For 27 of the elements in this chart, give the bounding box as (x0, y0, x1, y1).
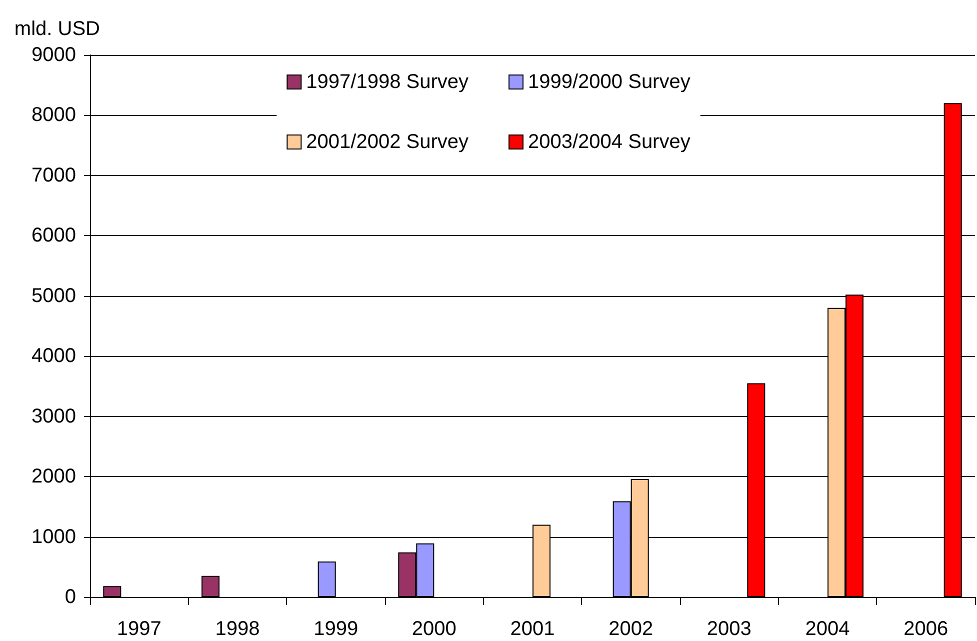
x-tick-label: 2000 (412, 618, 456, 640)
y-tick-label: 5000 (32, 284, 76, 307)
x-tick-label: 1999 (314, 618, 358, 640)
x-tick-label: 2002 (608, 618, 654, 640)
x-tick-label: 2001 (510, 618, 555, 640)
y-tick-label: 9000 (32, 44, 76, 66)
bar (202, 576, 220, 597)
y-tick-label: 8000 (32, 104, 76, 126)
y-axis-title: mld. USD (14, 18, 100, 40)
y-tick-label: 4000 (32, 345, 76, 368)
x-tick-label: 2003 (706, 618, 752, 640)
legend-label: 2001/2002 Survey (306, 131, 468, 153)
y-tick-label: 0 (64, 586, 76, 608)
legend-label: 1999/2000 Survey (528, 71, 690, 93)
x-tick-label: 1997 (116, 618, 162, 640)
x-tick-label: 2004 (805, 618, 850, 640)
x-tick-label: 1998 (215, 618, 260, 640)
bar (318, 561, 336, 597)
y-tick-label: 2000 (32, 466, 76, 488)
y-tick-label: 3000 (32, 405, 76, 428)
legend-label: 1997/1998 Survey (306, 71, 468, 93)
y-tick-label: 7000 (32, 164, 76, 186)
y-tick-label: 1000 (32, 526, 76, 548)
y-tick-label: 6000 (32, 224, 76, 247)
x-tick-label: 2006 (904, 618, 948, 640)
legend-label: 2003/2004 Survey (528, 131, 690, 153)
bar (103, 586, 122, 597)
